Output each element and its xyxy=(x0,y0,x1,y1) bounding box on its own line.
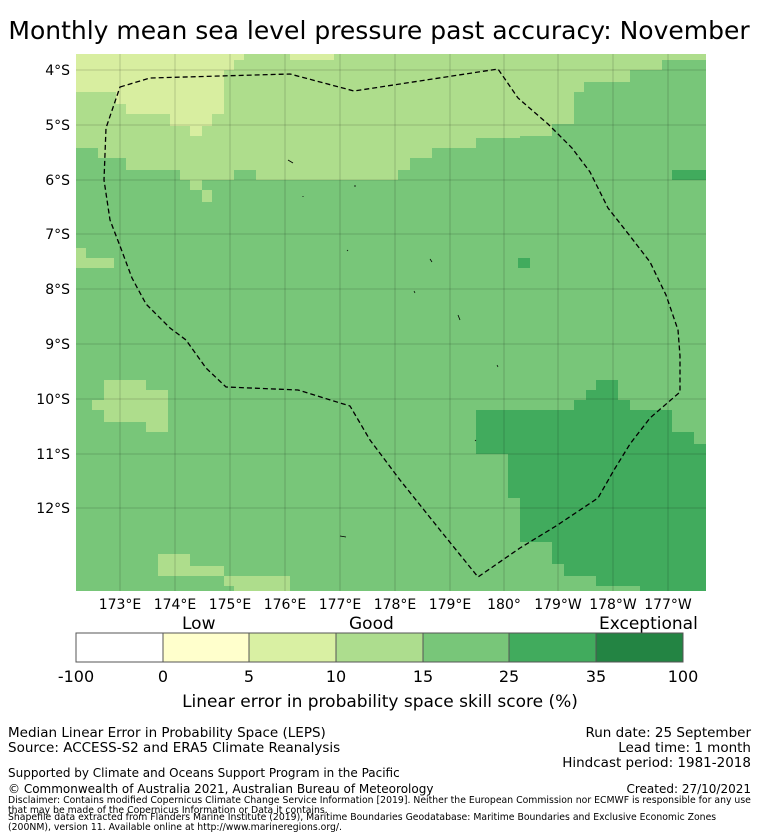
run-date: Run date: 25 September xyxy=(585,725,751,741)
lat-label: 6°S xyxy=(45,173,70,189)
colorbar-category-low: Low xyxy=(182,614,216,634)
colorbar-segment xyxy=(595,632,684,663)
colorbar-segment xyxy=(248,632,337,663)
lon-label: 174°E xyxy=(154,597,197,613)
lat-label: 9°S xyxy=(45,337,70,353)
lon-label: 180° xyxy=(487,597,521,613)
lon-label: 179°W xyxy=(534,597,582,613)
shapefile-credit: Shapefile data extracted from Flanders M… xyxy=(8,812,717,833)
source-text: Source: ACCESS-S2 and ERA5 Climate Reana… xyxy=(8,740,341,756)
island-6 xyxy=(413,290,416,294)
skill-patch-central xyxy=(518,258,530,268)
lon-label: 178°W xyxy=(589,597,637,613)
skill-region-c1-top xyxy=(290,54,334,60)
islands xyxy=(287,159,499,538)
lat-label: 12°S xyxy=(36,501,70,517)
disclaimer-text: Disclaimer: Contains modified Copernicus… xyxy=(8,795,751,816)
method-text: Median Linear Error in Probability Space… xyxy=(8,725,326,741)
colorbar-segment xyxy=(508,632,597,663)
latitude-labels: 4°S 5°S 6°S 7°S 8°S 9°S 10°S 11°S 12°S xyxy=(36,63,70,517)
hindcast-period: Hindcast period: 1981-2018 xyxy=(562,755,751,771)
eez-boundary xyxy=(103,68,681,578)
colorbar-label: Linear error in probability space skill … xyxy=(182,692,578,712)
colorbar xyxy=(75,632,684,663)
colorbar-tick: 25 xyxy=(498,667,520,686)
lon-label: 173°E xyxy=(99,597,142,613)
colorbar-tick: 0 xyxy=(157,667,169,686)
longitude-labels: 173°E 174°E 175°E 176°E 177°E 178°E 179°E 180° 1… xyxy=(99,597,692,613)
lat-label: 5°S xyxy=(45,118,70,134)
island-7 xyxy=(457,314,461,321)
island-10 xyxy=(339,535,347,538)
lat-label: 11°S xyxy=(36,447,70,463)
skill-region-c1-topleft xyxy=(76,54,244,136)
skill-region-c2-south xyxy=(158,554,290,591)
chart-title: Monthly mean sea level pressure past acc… xyxy=(8,16,750,45)
lat-label: 4°S xyxy=(45,63,70,79)
support-text: Supported by Climate and Oceans Support … xyxy=(8,766,400,780)
colorbar-tick: 15 xyxy=(412,667,434,686)
skill-region-c4-southeast xyxy=(476,380,706,591)
lon-label: 178°E xyxy=(374,597,417,613)
lon-label: 177°E xyxy=(319,597,362,613)
lon-label: 175°E xyxy=(209,597,252,613)
skill-region-c2-north xyxy=(76,54,706,202)
island-8 xyxy=(496,364,499,368)
copyright-text: © Commonwealth of Australia 2021, Austra… xyxy=(8,782,434,796)
skill-region-c2-southwest xyxy=(92,380,168,432)
lon-label: 179°E xyxy=(429,597,472,613)
colorbar-segment xyxy=(422,632,510,663)
island-5 xyxy=(429,258,433,263)
map-gridlines xyxy=(76,54,706,591)
skill-patch-east xyxy=(672,170,706,180)
created-date: Created: 27/10/2021 xyxy=(626,782,751,796)
colorbar-segment xyxy=(162,632,250,663)
colorbar-category-exceptional: Exceptional xyxy=(599,614,698,634)
lat-label: 8°S xyxy=(45,282,70,298)
skill-map xyxy=(76,54,706,591)
island-1 xyxy=(287,159,294,164)
colorbar-category-good: Good xyxy=(349,614,394,634)
colorbar-tick: 10 xyxy=(325,667,347,686)
colorbar-tick: 5 xyxy=(243,667,255,686)
lat-label: 10°S xyxy=(36,392,70,408)
island-9 xyxy=(474,439,477,442)
lon-label: 176°E xyxy=(264,597,307,613)
island-4 xyxy=(346,249,349,252)
lon-label: 177°W xyxy=(644,597,692,613)
colorbar-tick: -100 xyxy=(57,667,95,686)
skill-region-c2-west xyxy=(76,248,114,268)
colorbar-segment xyxy=(335,632,424,663)
lat-label: 7°S xyxy=(45,227,70,243)
colorbar-tick: 35 xyxy=(585,667,607,686)
colorbar-segment xyxy=(75,632,164,663)
colorbar-tick: 100 xyxy=(667,667,699,686)
lead-time: Lead time: 1 month xyxy=(618,740,751,756)
